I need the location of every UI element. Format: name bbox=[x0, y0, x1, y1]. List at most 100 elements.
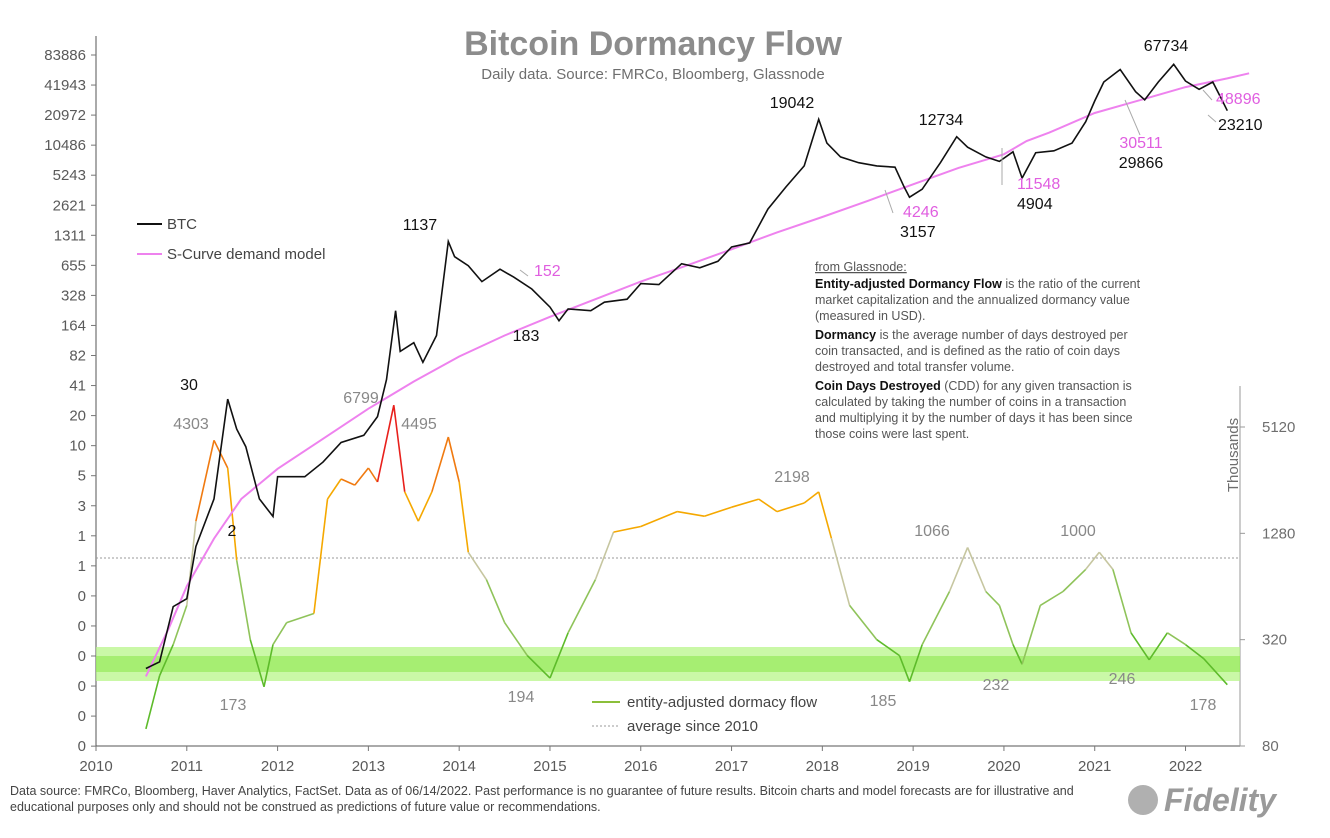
annotation-label: 2198 bbox=[774, 469, 810, 486]
flow-segment bbox=[417, 491, 433, 522]
low-zone-band-core bbox=[96, 656, 1240, 672]
right-tick-labels: 5120 1280 320 80 bbox=[1240, 419, 1295, 755]
legend-flow-label: entity-adjusted dormacy flow bbox=[627, 694, 817, 711]
note-p2-line1: Dormancy is the average number of days d… bbox=[815, 328, 1128, 342]
x-tick-label: 2010 bbox=[79, 758, 112, 775]
left-tick-label: 5243 bbox=[53, 167, 86, 184]
flow-segment bbox=[286, 612, 315, 624]
fidelity-logo: Fidelity bbox=[1128, 781, 1277, 818]
right-tick-label: 5120 bbox=[1262, 419, 1295, 436]
flow-segment bbox=[567, 579, 597, 634]
left-tick-label: 41 bbox=[69, 378, 86, 395]
flow-segment bbox=[526, 655, 551, 679]
left-tick-label: 0 bbox=[78, 618, 86, 635]
flow-segment bbox=[985, 590, 1000, 606]
annotation-label: 183 bbox=[513, 328, 540, 345]
flow-segment bbox=[817, 491, 833, 539]
flow-segment bbox=[393, 405, 406, 492]
left-tick-label: 1 bbox=[78, 558, 86, 575]
flow-segment bbox=[966, 547, 987, 592]
flow-segment bbox=[195, 440, 215, 522]
flow-segment bbox=[376, 405, 395, 483]
annotation-leader bbox=[519, 269, 529, 277]
legend-average-label: average since 2010 bbox=[627, 718, 758, 735]
flow-segment bbox=[1166, 632, 1186, 646]
flow-segment bbox=[1012, 644, 1023, 665]
fidelity-logo-icon bbox=[1128, 785, 1158, 815]
flow-segment bbox=[876, 639, 900, 657]
flow-segment bbox=[158, 644, 174, 677]
right-tick-label: 1280 bbox=[1262, 525, 1295, 542]
note-p3-line3: and multiplying it by the number of days… bbox=[815, 411, 1133, 425]
annotation-label: 1137 bbox=[403, 217, 438, 234]
annotation-label: 6799 bbox=[343, 390, 379, 407]
x-tick-label: 2017 bbox=[715, 758, 748, 775]
annotations: 67734 48896 23210 19042 12734 30511 2986… bbox=[173, 38, 1262, 714]
note-p3-bold: Coin Days Destroyed bbox=[815, 379, 941, 393]
left-tick-label: 1311 bbox=[54, 227, 86, 244]
left-tick-label: 83886 bbox=[44, 47, 86, 64]
flow-segment bbox=[503, 622, 528, 657]
annotation-label: 185 bbox=[870, 693, 897, 710]
flow-segment bbox=[1203, 658, 1228, 686]
note-p1-line3: (measured in USD). bbox=[815, 309, 925, 323]
left-tick-label: 5 bbox=[78, 468, 86, 485]
fidelity-logo-text: Fidelity bbox=[1164, 781, 1277, 818]
flow-segment bbox=[172, 605, 188, 645]
flow-segment bbox=[340, 478, 356, 486]
glassnode-note: from Glassnode: Entity-adjusted Dormancy… bbox=[815, 260, 1141, 441]
flow-segment bbox=[613, 525, 641, 533]
left-tick-label: 41943 bbox=[44, 77, 86, 94]
note-p1-line2: market capitalization and the annualized… bbox=[815, 293, 1130, 307]
flow-segment bbox=[921, 591, 951, 645]
note-p1-rest: is the ratio of the current bbox=[1002, 277, 1141, 291]
flow-segment bbox=[326, 478, 342, 500]
left-tick-label: 2621 bbox=[53, 197, 86, 214]
left-tick-label: 20 bbox=[69, 408, 86, 425]
flow-segment bbox=[803, 491, 820, 504]
left-tick-labels: 83886 41943 20972 10486 5243 2621 1311 655 328 16… bbox=[44, 47, 96, 755]
annotation-label: 152 bbox=[534, 263, 561, 280]
annotation-label: 1066 bbox=[914, 523, 950, 540]
left-tick-label: 328 bbox=[61, 287, 86, 304]
flow-segment bbox=[235, 560, 252, 640]
x-tick-label: 2018 bbox=[806, 758, 839, 775]
flow-segment bbox=[1130, 632, 1150, 661]
annotation-label: 30511 bbox=[1119, 135, 1162, 152]
note-p2-line3: destroyed and total transfer volume. bbox=[815, 360, 1014, 374]
annotation-label: 19042 bbox=[770, 95, 815, 112]
left-tick-label: 0 bbox=[78, 648, 86, 665]
flow-segment bbox=[1021, 605, 1042, 665]
left-tick-label: 0 bbox=[78, 708, 86, 725]
flow-segment bbox=[640, 510, 678, 528]
annotation-label: 232 bbox=[983, 677, 1010, 694]
annotation-label: 4246 bbox=[903, 204, 939, 221]
annotation-leader bbox=[1124, 99, 1141, 136]
note-p3-rest: (CDD) for any given transaction is bbox=[941, 379, 1132, 393]
x-tick-label: 2016 bbox=[624, 758, 657, 775]
flow-segment bbox=[447, 436, 460, 483]
left-tick-label: 0 bbox=[78, 678, 86, 695]
flow-segment bbox=[354, 467, 370, 486]
right-tick-label: 320 bbox=[1262, 632, 1287, 649]
x-tick-label: 2021 bbox=[1078, 758, 1111, 775]
flow-segment bbox=[431, 436, 450, 493]
flow-segment bbox=[313, 499, 329, 614]
annotation-label: 30 bbox=[180, 377, 198, 394]
note-p3-line1: Coin Days Destroyed (CDD) for any given … bbox=[815, 379, 1132, 393]
annotation-label: 67734 bbox=[1144, 38, 1189, 55]
annotation-label: 246 bbox=[1109, 671, 1136, 688]
x-tick-label: 2013 bbox=[352, 758, 385, 775]
left-tick-label: 10 bbox=[69, 438, 86, 455]
x-tick-label: 2015 bbox=[533, 758, 566, 775]
note-p2-rest: is the average number of days destroyed … bbox=[876, 328, 1128, 342]
flow-segment bbox=[704, 506, 732, 517]
x-tick-labels: 2010 2011 2012 2013 2014 2015 2016 2017 2018 2019… bbox=[79, 746, 1202, 775]
chart-title: Bitcoin Dormancy Flow bbox=[464, 25, 842, 63]
dormancy-flow-series bbox=[145, 405, 1228, 730]
note-p2-bold: Dormancy bbox=[815, 328, 876, 342]
flow-segment bbox=[998, 605, 1014, 645]
left-tick-label: 1 bbox=[78, 528, 86, 545]
flow-segment bbox=[1185, 643, 1205, 660]
flow-segment bbox=[485, 579, 506, 623]
